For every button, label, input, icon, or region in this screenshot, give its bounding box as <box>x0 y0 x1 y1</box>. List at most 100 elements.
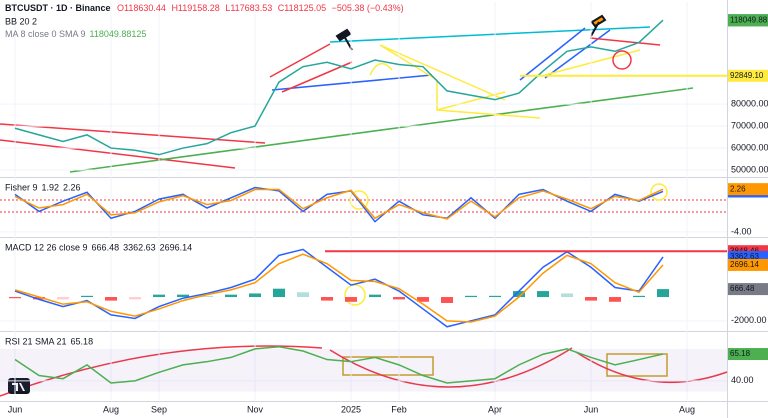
ohlc-close: C118125.05 <box>278 3 326 13</box>
legend-item: 65.18 <box>71 336 94 346</box>
indicator-legend: MA 8 close 0 SMA 9 118049.88125 <box>5 29 146 39</box>
histogram-bar <box>489 295 501 298</box>
histogram-bar <box>657 289 669 298</box>
legend-item: Fisher 9 <box>5 182 38 192</box>
y-tick-label: -4.00 <box>731 226 752 236</box>
legend-item: 1.92 <box>42 182 60 192</box>
histogram-bar <box>609 297 621 302</box>
x-tick-label: Jun <box>8 404 23 414</box>
price-label-box <box>728 348 768 361</box>
histogram-bar <box>81 295 93 298</box>
trend-line <box>589 37 661 46</box>
histogram-bar <box>33 297 45 300</box>
histogram-bar <box>105 297 117 301</box>
arc <box>329 347 573 388</box>
histogram-bar <box>465 295 477 298</box>
y-tick-label: 50000.00 <box>731 164 768 174</box>
histogram-bar <box>225 294 237 298</box>
y-tick-label: -2000.00 <box>731 315 767 325</box>
series-line <box>14 253 664 323</box>
trend-line <box>0 139 236 169</box>
price-label: 65.18 <box>730 349 751 358</box>
legend-item: RSI 21 SMA 21 <box>5 336 67 346</box>
trend-line <box>0 123 266 144</box>
triangle <box>379 44 541 119</box>
legend: BTCUSDT · 1D · Binance O118630.44 H11915… <box>5 3 404 13</box>
x-tick-label: Aug <box>679 404 695 414</box>
histogram-bar <box>393 297 405 300</box>
x-tick-label: Aug <box>103 404 119 414</box>
box <box>606 353 668 377</box>
histogram-bar <box>9 297 21 299</box>
x-tick-label: Jun <box>584 404 599 414</box>
histogram-bar <box>441 297 453 303</box>
histogram-bar <box>417 297 429 302</box>
x-tick-label: Nov <box>247 404 264 414</box>
legend-item: 2696.14 <box>160 242 193 252</box>
trend-line <box>544 49 641 76</box>
hammer-icon <box>590 14 607 37</box>
legend-item: 2.26 <box>63 182 81 192</box>
price-label: 2696.14 <box>730 260 759 269</box>
series-line <box>14 188 664 220</box>
x-tick-label: Feb <box>391 404 407 414</box>
trend-line <box>269 43 331 78</box>
series-line <box>14 19 664 156</box>
histogram-bar <box>633 295 645 298</box>
price-label: 666.48 <box>730 284 755 293</box>
x-tick-label: Sep <box>151 404 167 414</box>
price-label-box <box>728 283 768 296</box>
histogram-bar <box>513 291 525 298</box>
histogram-bar <box>297 292 309 298</box>
histogram-bar <box>153 294 165 298</box>
histogram-bar <box>273 288 285 298</box>
histogram-bar <box>249 293 261 298</box>
channel <box>519 27 611 81</box>
price-label: 92849.10 <box>730 71 764 80</box>
x-tick-label: 2025 <box>341 404 361 414</box>
y-tick-label: 80000.00 <box>731 98 768 108</box>
trend-line <box>271 74 433 91</box>
histogram-bar <box>369 294 381 298</box>
trend-line <box>69 87 694 173</box>
circle <box>612 50 632 70</box>
histogram-bar <box>57 297 69 300</box>
price-label-box <box>728 258 768 271</box>
histogram-bar <box>177 294 189 298</box>
histogram-bar <box>561 293 573 298</box>
circle <box>349 190 369 210</box>
indicator-name: MA 8 close 0 SMA 9 <box>5 29 86 39</box>
histogram-bar <box>129 297 141 300</box>
price-label-box <box>728 183 768 196</box>
price-label: 3848.46 <box>730 246 759 255</box>
y-tick-label: 70000.00 <box>731 120 768 130</box>
price-label: 3362.63 <box>730 252 759 261</box>
x-tick-label: Apr <box>488 404 502 414</box>
arc <box>369 62 393 76</box>
histogram-bar <box>345 297 357 302</box>
circle <box>650 183 668 201</box>
y-tick-label: 40.00 <box>731 375 754 385</box>
indicator-value: 118049.88125 <box>90 29 147 39</box>
price-label-box <box>728 14 768 27</box>
ohlc-change: −505.38 (−0.43%) <box>332 3 404 13</box>
ohlc-open: O118630.44 <box>117 3 166 13</box>
histogram-bar <box>201 295 213 298</box>
ohlc-high: H119158.28 <box>171 3 219 13</box>
legend-item: 3362.63 <box>123 242 156 252</box>
price-label-box <box>728 69 768 82</box>
series-line <box>14 346 664 384</box>
rsi-band <box>0 348 727 392</box>
series-line <box>14 248 664 328</box>
histogram-bar <box>537 291 549 298</box>
price-label: 118049.88125 <box>730 15 768 24</box>
box <box>342 356 434 376</box>
price-label: 2.26 <box>730 184 746 193</box>
circle <box>344 284 366 306</box>
histogram-bar <box>585 297 597 301</box>
y-tick-label: 60000.00 <box>731 142 768 152</box>
